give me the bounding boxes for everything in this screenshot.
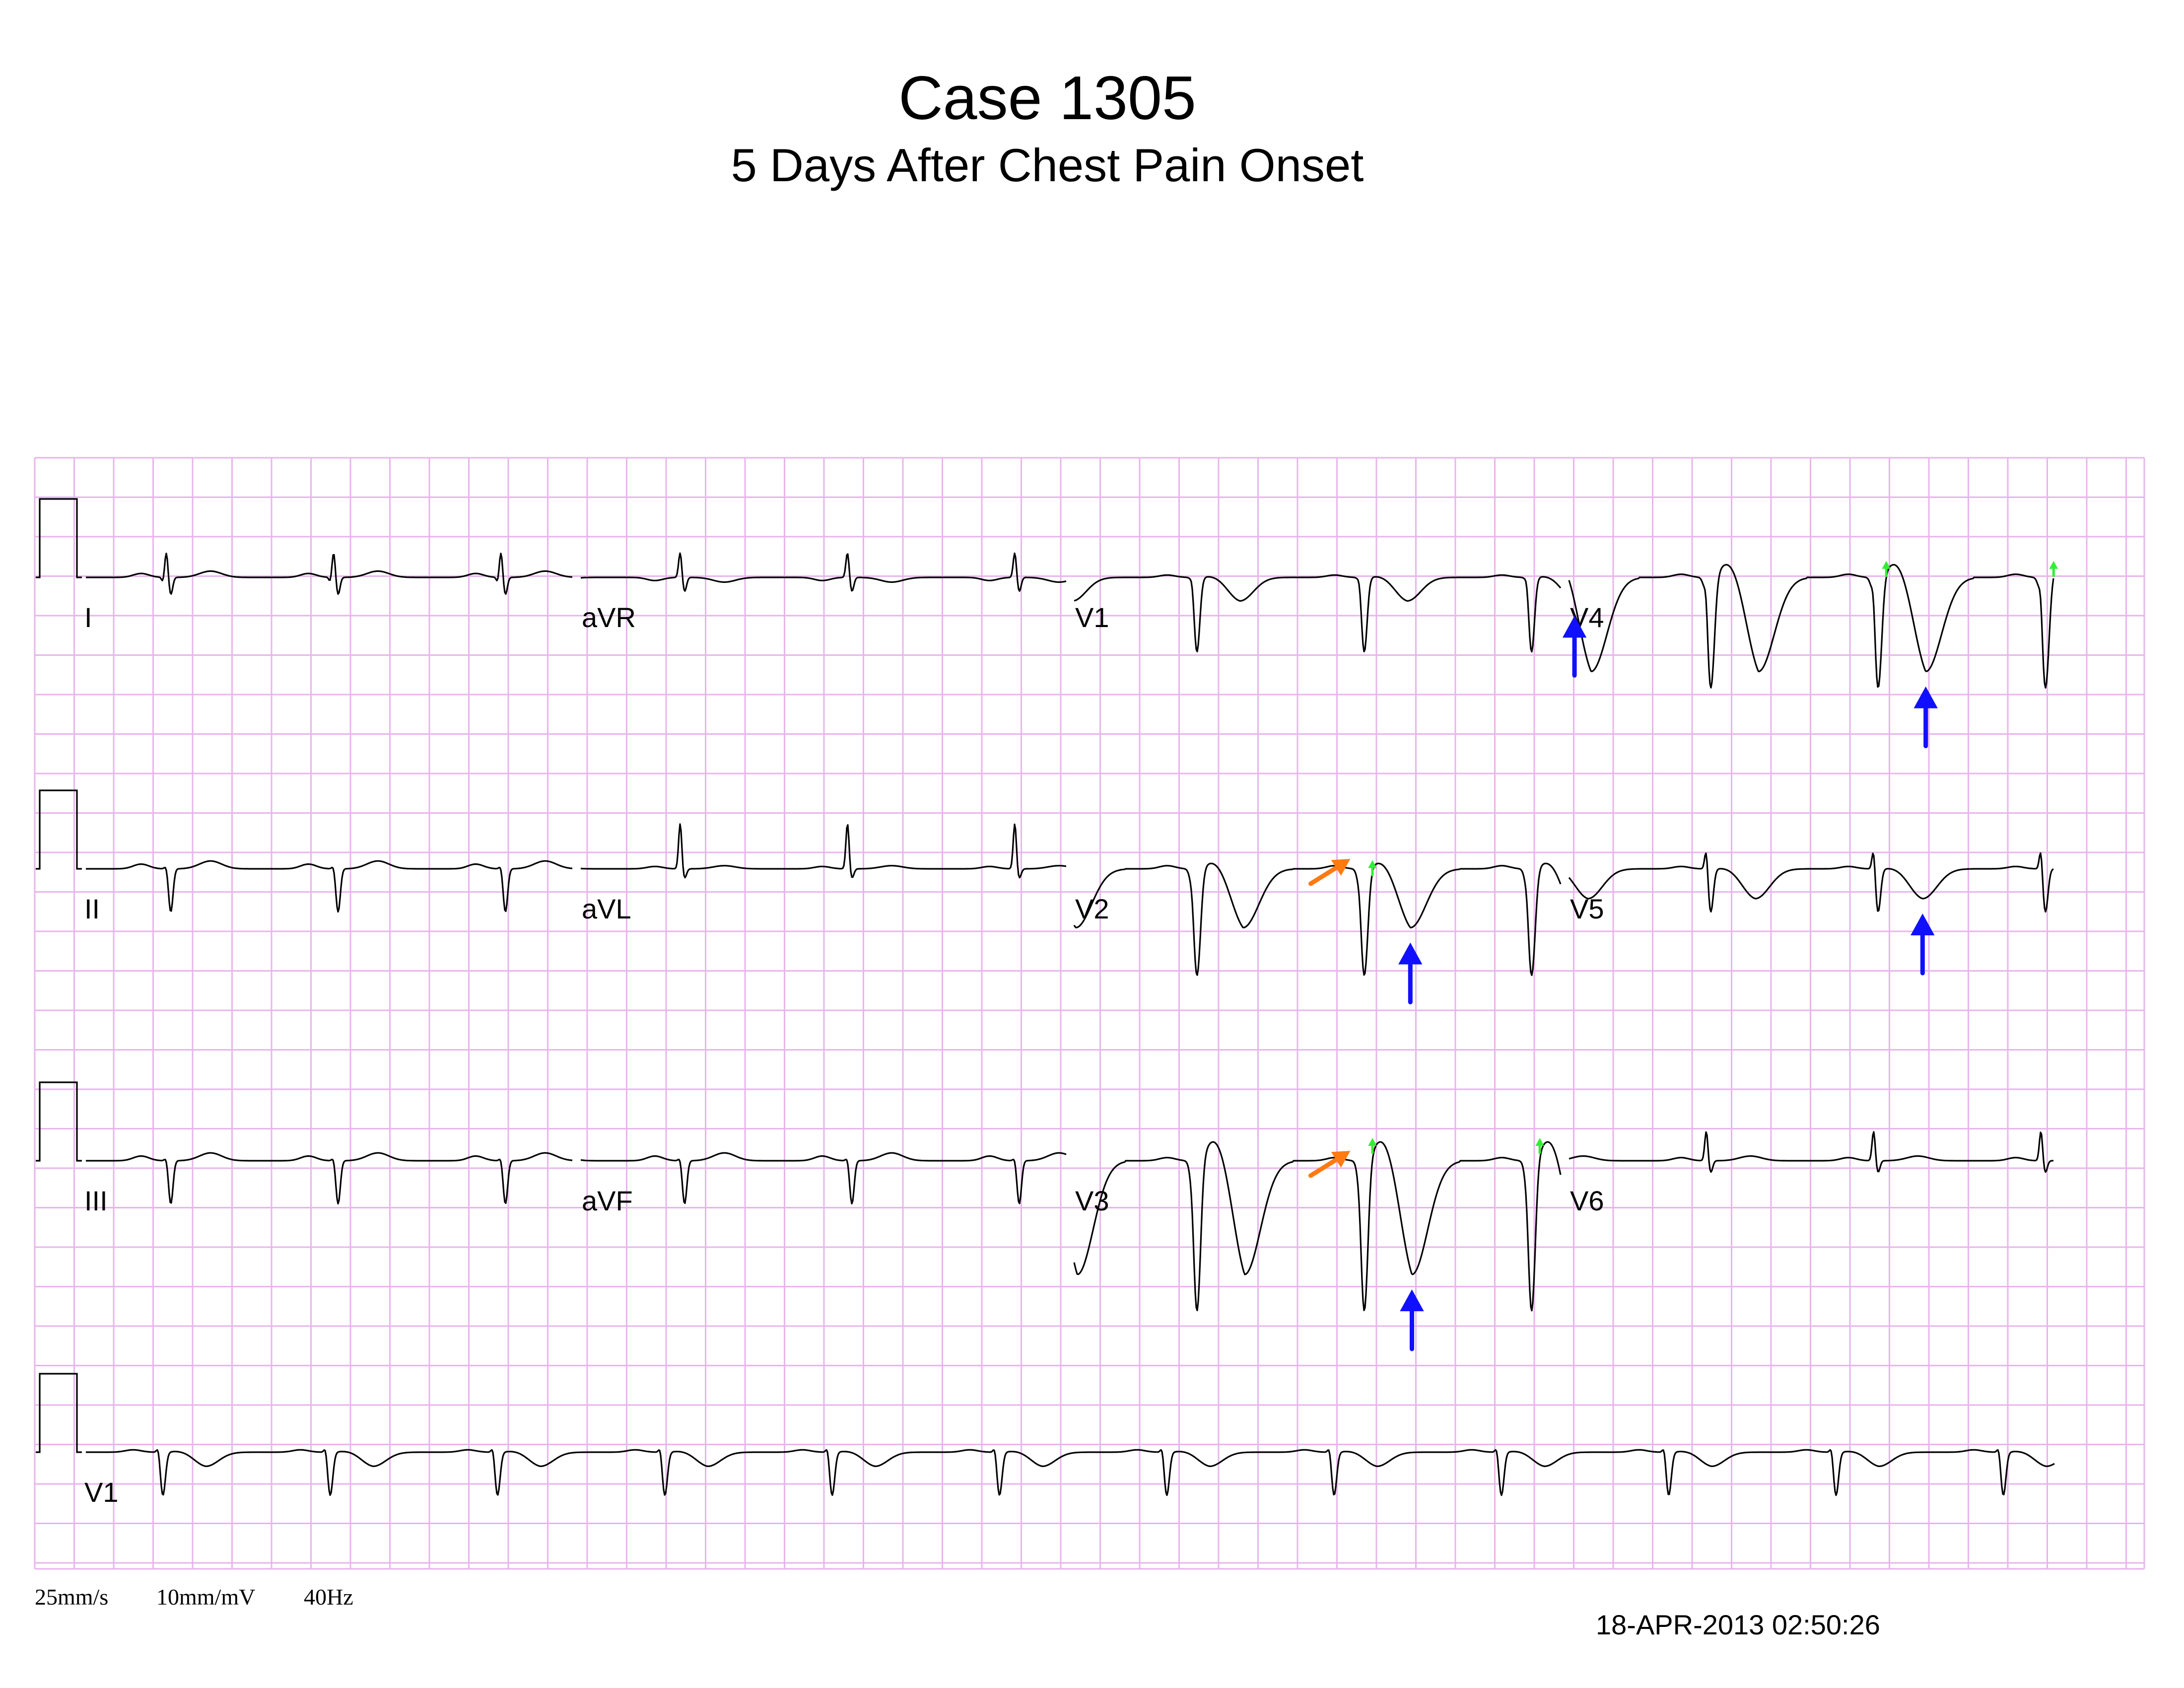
lead-label-v3: V3 bbox=[1075, 1185, 1109, 1216]
blue-arrow-v5-3 bbox=[1911, 914, 1935, 976]
blue-arrow-v3-4 bbox=[1400, 1289, 1424, 1351]
lead-label-v2: V2 bbox=[1075, 893, 1109, 924]
trace-v5 bbox=[1568, 852, 2054, 913]
lead-label-v6: V6 bbox=[1570, 1185, 1604, 1216]
trace-avr bbox=[580, 552, 1067, 592]
ecg-grid bbox=[34, 457, 2145, 1570]
orange-arrow-v2-5 bbox=[1308, 859, 1351, 886]
ecg-traces bbox=[86, 552, 2055, 1496]
calibration-pulse-3 bbox=[36, 1081, 82, 1162]
trace-v6 bbox=[1569, 1131, 2054, 1173]
blue-arrow-v2-2 bbox=[1398, 942, 1423, 1004]
trace-v1 bbox=[1074, 574, 1562, 653]
lead-label-v5: V5 bbox=[1570, 893, 1604, 924]
lead-label-i: I bbox=[84, 602, 92, 633]
orange-arrow-v3-6 bbox=[1308, 1151, 1351, 1178]
trace-avl bbox=[580, 823, 1067, 879]
trace-v2 bbox=[1073, 862, 1562, 976]
lead-label-iii: III bbox=[84, 1185, 108, 1216]
trace-i bbox=[86, 553, 573, 595]
page-title: Case 1305 bbox=[898, 64, 1196, 133]
page-subtitle: 5 Days After Chest Pain Onset bbox=[731, 139, 1364, 191]
trace-rhythm-v1 bbox=[86, 1449, 2055, 1496]
trace-v4 bbox=[1568, 563, 2054, 689]
gain-setting: 10mm/mV bbox=[156, 1584, 255, 1610]
annotation-arrows bbox=[1308, 561, 2058, 1351]
green-arrow-v3-10 bbox=[1368, 1138, 1377, 1154]
calibration-pulse-1 bbox=[36, 498, 82, 578]
lead-label-ii: II bbox=[84, 893, 100, 924]
lead-label-avl: aVL bbox=[582, 893, 631, 924]
timestamp: 18-APR-2013 02:50:26 bbox=[1596, 1609, 1880, 1640]
calibration-pulse-4 bbox=[36, 1373, 82, 1453]
green-arrow-v3-11 bbox=[1535, 1138, 1544, 1154]
trace-ii bbox=[86, 860, 573, 913]
calibration-pulse-2 bbox=[36, 789, 82, 870]
blue-arrow-v1-0 bbox=[1562, 616, 1587, 678]
trace-avf bbox=[580, 1152, 1067, 1204]
trace-iii bbox=[86, 1152, 573, 1205]
lead-label-avr: aVR bbox=[582, 602, 636, 633]
green-arrow-v2-9 bbox=[1368, 860, 1377, 876]
lead-label-rhythm-v1: V1 bbox=[84, 1477, 119, 1508]
trace-v3 bbox=[1073, 1141, 1562, 1312]
filter-setting: 40Hz bbox=[304, 1584, 353, 1610]
calibration-pulses bbox=[36, 498, 82, 1453]
lead-label-v1: V1 bbox=[1075, 602, 1109, 633]
lead-label-avf: aVF bbox=[582, 1185, 633, 1216]
paper-speed: 25mm/s bbox=[35, 1584, 108, 1610]
blue-arrow-v4-1 bbox=[1913, 686, 1938, 749]
green-arrow-v4-7 bbox=[1882, 561, 1891, 577]
green-arrow-v4-8 bbox=[2049, 561, 2058, 577]
